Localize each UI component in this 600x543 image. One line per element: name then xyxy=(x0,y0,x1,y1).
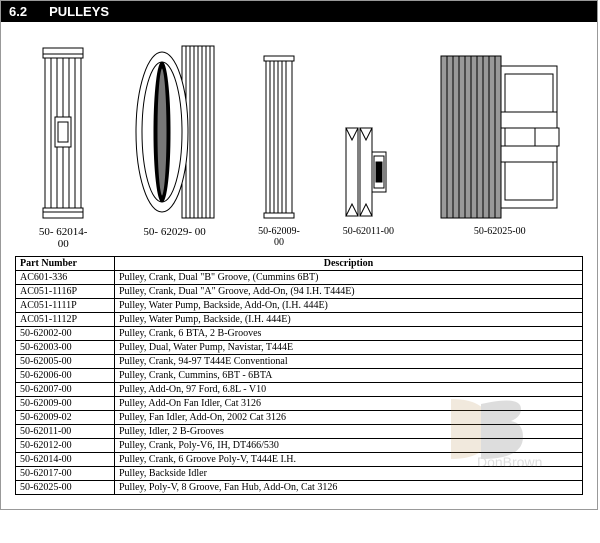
pulley-illustration xyxy=(33,42,93,222)
caption-row: 50- 62014- 00 50- 62029- 00 50-62009-00 … xyxy=(1,226,597,256)
cell-part-number: AC601-336 xyxy=(16,271,115,285)
cell-description: Pulley, Add-On Fan Idler, Cat 3126 xyxy=(115,397,583,411)
cell-part-number: 50-62011-00 xyxy=(16,425,115,439)
cell-part-number: 50-62009-00 xyxy=(16,397,115,411)
table-row: 50-62009-02Pulley, Fan Idler, Add-On, 20… xyxy=(16,411,583,425)
table-row: AC051-1116PPulley, Crank, Dual "A" Groov… xyxy=(16,285,583,299)
table-row: 50-62002-00Pulley, Crank, 6 BTA, 2 B-Gro… xyxy=(16,327,583,341)
column-header-desc: Description xyxy=(115,257,583,271)
illustration-caption: 50- 62014- 00 xyxy=(33,226,93,250)
pulley-illustration xyxy=(130,42,220,222)
cell-description: Pulley, Water Pump, Backside, Add-On, (I… xyxy=(115,299,583,313)
cell-description: Pulley, Crank, Dual "A" Groove, Add-On, … xyxy=(115,285,583,299)
cell-part-number: 50-62003-00 xyxy=(16,341,115,355)
cell-part-number: AC051-1116P xyxy=(16,285,115,299)
table-row: 50-62012-00Pulley, Crank, Poly-V6, IH, D… xyxy=(16,439,583,453)
cell-part-number: 50-62025-00 xyxy=(16,481,115,495)
pulley-fanhub-icon xyxy=(435,52,565,222)
cell-description: Pulley, Poly-V, 8 Groove, Fan Hub, Add-O… xyxy=(115,481,583,495)
cell-part-number: 50-62014-00 xyxy=(16,453,115,467)
cell-part-number: 50-62002-00 xyxy=(16,327,115,341)
pulley-ribbed-icon xyxy=(256,52,302,222)
cell-description: Pulley, Add-On, 97 Ford, 6.8L - V10 xyxy=(115,383,583,397)
page: 6.2 PULLEYS xyxy=(0,0,598,510)
cell-description: Pulley, Fan Idler, Add-On, 2002 Cat 3126 xyxy=(115,411,583,425)
pulley-vgroove-icon xyxy=(338,122,398,222)
cell-part-number: 50-62017-00 xyxy=(16,467,115,481)
cell-description: Pulley, Water Pump, Backside, (I.H. 444E… xyxy=(115,313,583,327)
illustration-caption: 50-62009-00 xyxy=(256,226,302,250)
table-row: AC051-1112PPulley, Water Pump, Backside,… xyxy=(16,313,583,327)
illustration-caption: 50- 62029- 00 xyxy=(130,226,220,250)
cell-part-number: AC051-1111P xyxy=(16,299,115,313)
pulley-clutch-icon xyxy=(130,42,220,222)
cell-part-number: 50-62005-00 xyxy=(16,355,115,369)
table-row: 50-62006-00Pulley, Crank, Cummins, 6BT -… xyxy=(16,369,583,383)
table-row: 50-62005-00Pulley, Crank, 94-97 T444E Co… xyxy=(16,355,583,369)
column-header-part: Part Number xyxy=(16,257,115,271)
table-row: 50-62014-00Pulley, Crank, 6 Groove Poly-… xyxy=(16,453,583,467)
cell-description: Pulley, Idler, 2 B-Grooves xyxy=(115,425,583,439)
table-row: AC051-1111PPulley, Water Pump, Backside,… xyxy=(16,299,583,313)
illustration-row xyxy=(1,22,597,226)
cell-description: Pulley, Backside Idler xyxy=(115,467,583,481)
cell-part-number: AC051-1112P xyxy=(16,313,115,327)
pulley-illustration xyxy=(338,122,398,222)
table-row: AC601-336Pulley, Crank, Dual "B" Groove,… xyxy=(16,271,583,285)
pulley-illustration xyxy=(435,52,565,222)
cell-description: Pulley, Dual, Water Pump, Navistar, T444… xyxy=(115,341,583,355)
cell-description: Pulley, Crank, 6 Groove Poly-V, T444E I.… xyxy=(115,453,583,467)
pulley-tall-icon xyxy=(33,42,93,222)
section-header: 6.2 PULLEYS xyxy=(1,1,597,22)
cell-part-number: 50-62007-00 xyxy=(16,383,115,397)
table-row: 50-62009-00Pulley, Add-On Fan Idler, Cat… xyxy=(16,397,583,411)
cell-part-number: 50-62006-00 xyxy=(16,369,115,383)
illustration-caption: 50-62011-00 xyxy=(338,226,398,250)
table-row: 50-62007-00Pulley, Add-On, 97 Ford, 6.8L… xyxy=(16,383,583,397)
cell-part-number: 50-62012-00 xyxy=(16,439,115,453)
section-title: PULLEYS xyxy=(49,4,109,19)
table-row: 50-62017-00Pulley, Backside Idler xyxy=(16,467,583,481)
cell-description: Pulley, Crank, Cummins, 6BT - 6BTA xyxy=(115,369,583,383)
section-number: 6.2 xyxy=(9,4,27,19)
cell-description: Pulley, Crank, Poly-V6, IH, DT466/530 xyxy=(115,439,583,453)
table-row: 50-62025-00Pulley, Poly-V, 8 Groove, Fan… xyxy=(16,481,583,495)
cell-description: Pulley, Crank, 94-97 T444E Conventional xyxy=(115,355,583,369)
table-row: 50-62003-00Pulley, Dual, Water Pump, Nav… xyxy=(16,341,583,355)
table-header-row: Part Number Description xyxy=(16,257,583,271)
cell-description: Pulley, Crank, 6 BTA, 2 B-Grooves xyxy=(115,327,583,341)
parts-table: Part Number Description AC601-336Pulley,… xyxy=(15,256,583,495)
pulley-illustration xyxy=(256,52,302,222)
cell-part-number: 50-62009-02 xyxy=(16,411,115,425)
cell-description: Pulley, Crank, Dual "B" Groove, (Cummins… xyxy=(115,271,583,285)
table-row: 50-62011-00Pulley, Idler, 2 B-Grooves xyxy=(16,425,583,439)
illustration-caption: 50-62025-00 xyxy=(435,226,565,250)
